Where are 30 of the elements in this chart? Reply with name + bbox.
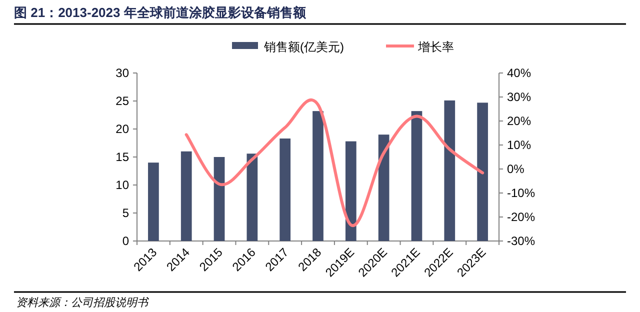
y2-tick-label: 0% (507, 162, 525, 176)
y2-tick-label: -20% (507, 210, 536, 224)
legend-label: 增长率 (417, 40, 454, 54)
y-tick-label: 20 (116, 122, 130, 136)
bar (312, 111, 324, 241)
y2-tick-label: -30% (507, 234, 536, 248)
legend-label: 销售额(亿美元) (263, 40, 344, 54)
bar (280, 138, 291, 241)
y-tick-label: 0 (122, 234, 130, 248)
y2-tick-label: -10% (507, 186, 536, 200)
bar (180, 151, 192, 241)
bar (477, 102, 488, 241)
y-tick-label: 5 (122, 206, 130, 220)
bar (444, 100, 456, 241)
y2-tick-label: 40% (507, 66, 532, 80)
y2-tick-label: 20% (507, 114, 532, 128)
y2-tick-label: 10% (507, 138, 532, 152)
bar (411, 111, 422, 241)
bar (148, 162, 159, 241)
bar (345, 141, 356, 241)
y-tick-label: 10 (116, 178, 130, 192)
bar (378, 134, 390, 241)
bar (246, 154, 258, 241)
y2-tick-label: 30% (507, 90, 532, 104)
y-tick-label: 30 (116, 66, 130, 80)
bar (214, 157, 225, 241)
y-tick-label: 15 (116, 150, 130, 164)
text: 资料来源：公司招股说明书 (16, 296, 150, 309)
chart-title: 图 21：2013-2023 年全球前道涂胶显影设备销售额 (14, 5, 307, 20)
y-tick-label: 25 (116, 94, 130, 108)
